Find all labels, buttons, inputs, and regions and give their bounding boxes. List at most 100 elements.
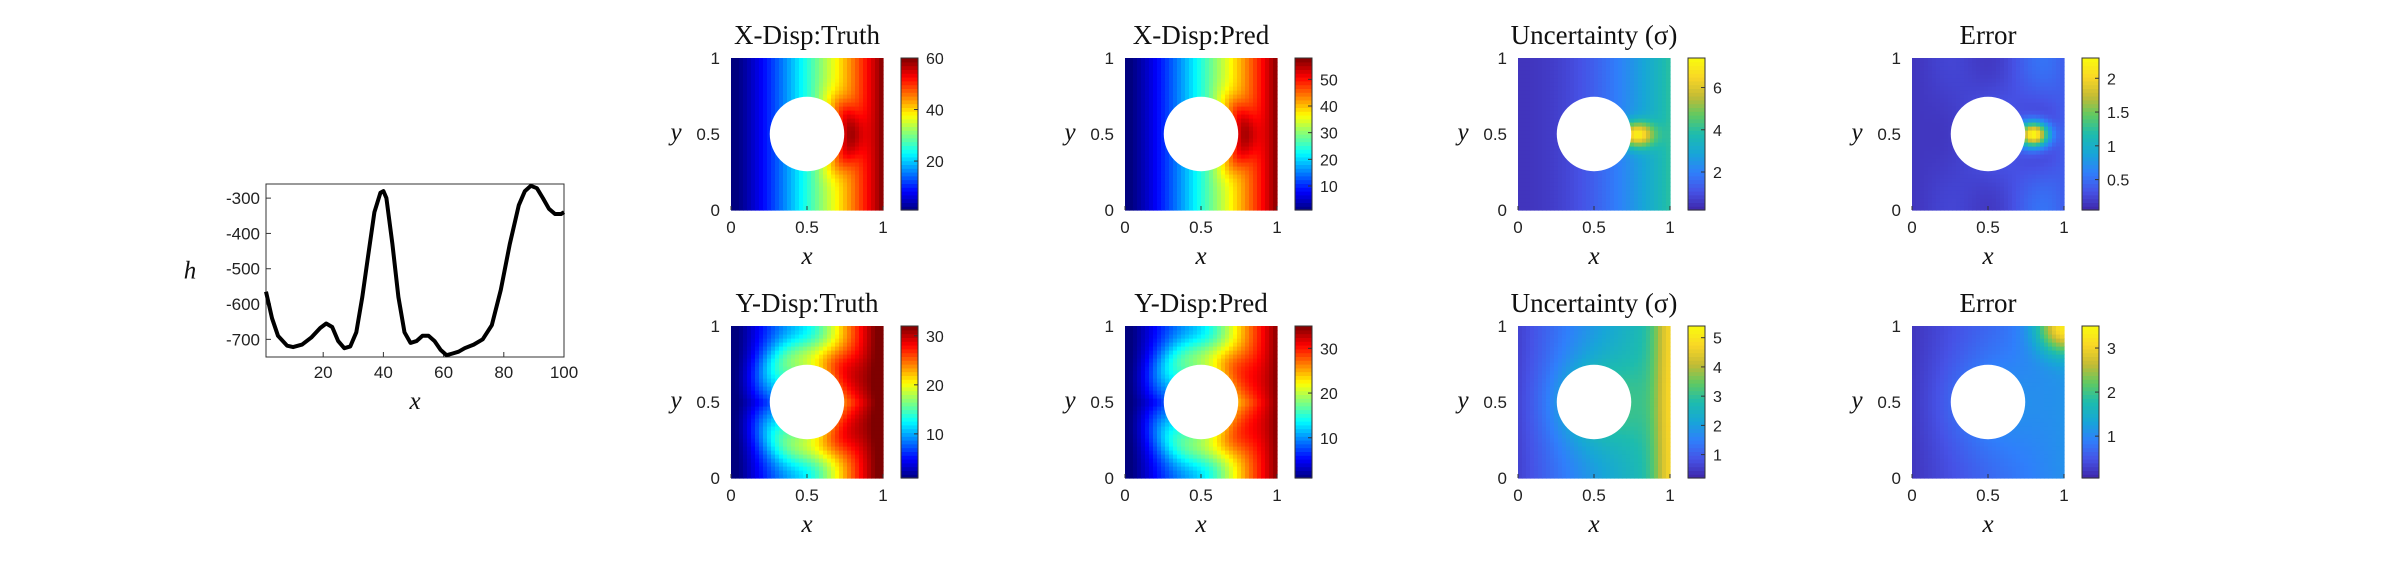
heatmap-cell [1924, 78, 1929, 83]
heatmap-cell [1550, 178, 1555, 183]
heatmap-cell [735, 166, 740, 171]
heatmap-cell [1141, 138, 1146, 143]
heatmap-cell [843, 198, 848, 203]
heatmap-cell [819, 74, 824, 79]
heatmap-cell [815, 182, 820, 187]
heatmap-cell [795, 178, 800, 183]
heatmap-cell [767, 190, 772, 195]
heatmap-cell [1253, 78, 1258, 83]
heatmap-cell [875, 206, 880, 211]
panel-title: X-Disp:Pred [1133, 20, 1270, 50]
heatmap-cell [875, 78, 880, 83]
heatmap-cell [775, 174, 780, 179]
heatmap-cell [867, 66, 872, 71]
heatmap-cell [1606, 94, 1611, 99]
heatmap-cell [803, 198, 808, 203]
heatmap-cell [875, 150, 880, 155]
heatmap-cell [1157, 74, 1162, 79]
heatmap-cell [1586, 178, 1591, 183]
heatmap-cell [763, 74, 768, 79]
heatmap-cell [1145, 62, 1150, 67]
heatmap-cell [1626, 166, 1631, 171]
heatmap-cell [1538, 122, 1543, 127]
heatmap-cell [1133, 78, 1138, 83]
heatmap-cell [1626, 66, 1631, 71]
heatmap-cell [1137, 126, 1142, 131]
heatmap-cell [1916, 98, 1921, 103]
heatmap-cell [1940, 158, 1945, 163]
heatmap-cell [1137, 178, 1142, 183]
heatmap-cell [1912, 70, 1917, 75]
colorbar-segment [1295, 118, 1312, 124]
heatmap-cell [1626, 206, 1631, 211]
heatmap-cell [815, 206, 820, 211]
heatmap-cell [1265, 78, 1270, 83]
heatmap-cell [1598, 74, 1603, 79]
heatmap-cell [1169, 74, 1174, 79]
heatmap-cell [1952, 94, 1957, 99]
heatmap-cell [879, 190, 884, 195]
heatmap-cell [775, 162, 780, 167]
series-line [264, 183, 566, 358]
heatmap-cell [1586, 194, 1591, 199]
heatmap-cell [1654, 170, 1659, 175]
heatmap-cell [1622, 110, 1627, 115]
heatmap-cell [859, 134, 864, 139]
heatmap-cell [847, 114, 852, 119]
heatmap-cell [1161, 166, 1166, 171]
heatmap-cell [1129, 178, 1134, 183]
heatmap-cell [1610, 66, 1615, 71]
heatmap-cell [1920, 66, 1925, 71]
heatmap-cell [1550, 62, 1555, 67]
heatmap-cell [803, 182, 808, 187]
heatmap-cell [1173, 198, 1178, 203]
y-axis-label: y [1061, 119, 1076, 146]
heatmap-cell [851, 74, 856, 79]
heatmap-cell [1265, 102, 1270, 107]
heatmap-cell [1193, 78, 1198, 83]
heatmap-cell [803, 74, 808, 79]
heatmap-cell [1173, 82, 1178, 87]
heatmap-cell [1161, 154, 1166, 159]
heatmap-cell [791, 182, 796, 187]
heatmap-cell [1161, 206, 1166, 211]
heatmap-cell [1237, 158, 1242, 163]
heatmap-cell [775, 166, 780, 171]
heatmap-cell [1133, 190, 1138, 195]
heatmap-cell [1912, 74, 1917, 79]
heatmap-cell [1526, 154, 1531, 159]
heatmap-cell [859, 114, 864, 119]
heatmap-cell [1614, 178, 1619, 183]
heatmap-cell [1153, 166, 1158, 171]
heatmap-cell [1912, 94, 1917, 99]
heatmap-cell [851, 186, 856, 191]
heatmap-cell [1658, 66, 1663, 71]
heatmap-cell [1229, 162, 1234, 167]
heatmap-cell [835, 162, 840, 167]
heatmap-cell [1141, 182, 1146, 187]
heatmap-cell [1944, 190, 1949, 195]
heatmap-cell [1650, 174, 1655, 179]
heatmap-cell [1654, 182, 1659, 187]
heatmap-cell [1205, 70, 1210, 75]
heatmap-cell [1245, 118, 1250, 123]
heatmap-cell [847, 162, 852, 167]
heatmap-cell [767, 170, 772, 175]
heatmap-cell [1189, 66, 1194, 71]
heatmap-cell [1666, 174, 1671, 179]
heatmap-cell [1193, 186, 1198, 191]
heatmap-cell [739, 154, 744, 159]
heatmap-cell [1165, 186, 1170, 191]
heatmap-cell [1618, 202, 1623, 207]
heatmap-cell [1642, 202, 1647, 207]
heatmap-cell [795, 190, 800, 195]
heatmap-cell [1217, 170, 1222, 175]
heatmap-cell [731, 194, 736, 199]
heatmap-cell [823, 170, 828, 175]
heatmap-cell [871, 114, 876, 119]
heatmap-cell [1952, 78, 1957, 83]
heatmap-cell [879, 70, 884, 75]
heatmap-cell [1133, 158, 1138, 163]
heatmap-cell [1245, 134, 1250, 139]
